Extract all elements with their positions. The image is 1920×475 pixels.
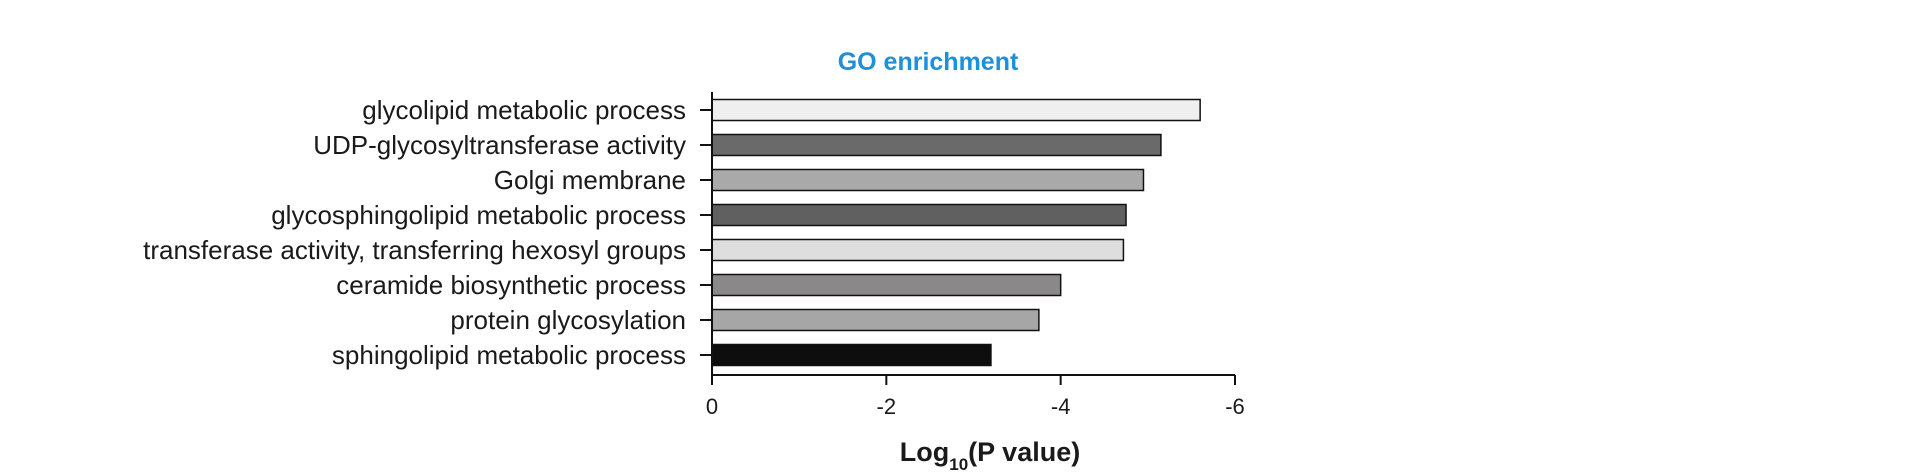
x-tick-label: 0 [706, 394, 718, 419]
bar [711, 238, 1125, 262]
bar [711, 273, 1062, 297]
category-label: UDP-glycosyltransferase activity [313, 130, 686, 160]
x-axis-ticks: 0 -2 -4 -6 [706, 375, 1245, 419]
x-tick-label: -4 [1051, 394, 1071, 419]
bar [711, 308, 1040, 332]
y-axis-labels: glycolipid metabolic process UDP-glycosyl… [143, 95, 686, 370]
category-label: protein glycosylation [450, 305, 686, 335]
bar [711, 343, 992, 367]
bar [711, 98, 1201, 122]
bar [711, 133, 1162, 157]
bar [711, 203, 1127, 227]
chart-title: GO enrichment [838, 48, 1019, 76]
bar [711, 168, 1145, 192]
category-label: Golgi membrane [494, 165, 686, 195]
category-label: transferase activity, transferring hexos… [143, 235, 686, 265]
bars-layer [711, 98, 1201, 367]
category-label: ceramide biosynthetic process [336, 270, 686, 300]
x-axis-title-main: Log [900, 437, 949, 467]
x-axis-title-subscript: 10 [949, 455, 968, 474]
category-label: glycolipid metabolic process [362, 95, 686, 125]
x-axis-title: Log10(P value) [900, 437, 1080, 474]
x-axis-title-rest: (P value) [968, 437, 1080, 467]
x-tick-label: -2 [877, 394, 897, 419]
y-axis-ticks [700, 109, 712, 356]
category-label: glycosphingolipid metabolic process [271, 200, 686, 230]
category-label: sphingolipid metabolic process [332, 340, 686, 370]
x-tick-label: -6 [1225, 394, 1245, 419]
